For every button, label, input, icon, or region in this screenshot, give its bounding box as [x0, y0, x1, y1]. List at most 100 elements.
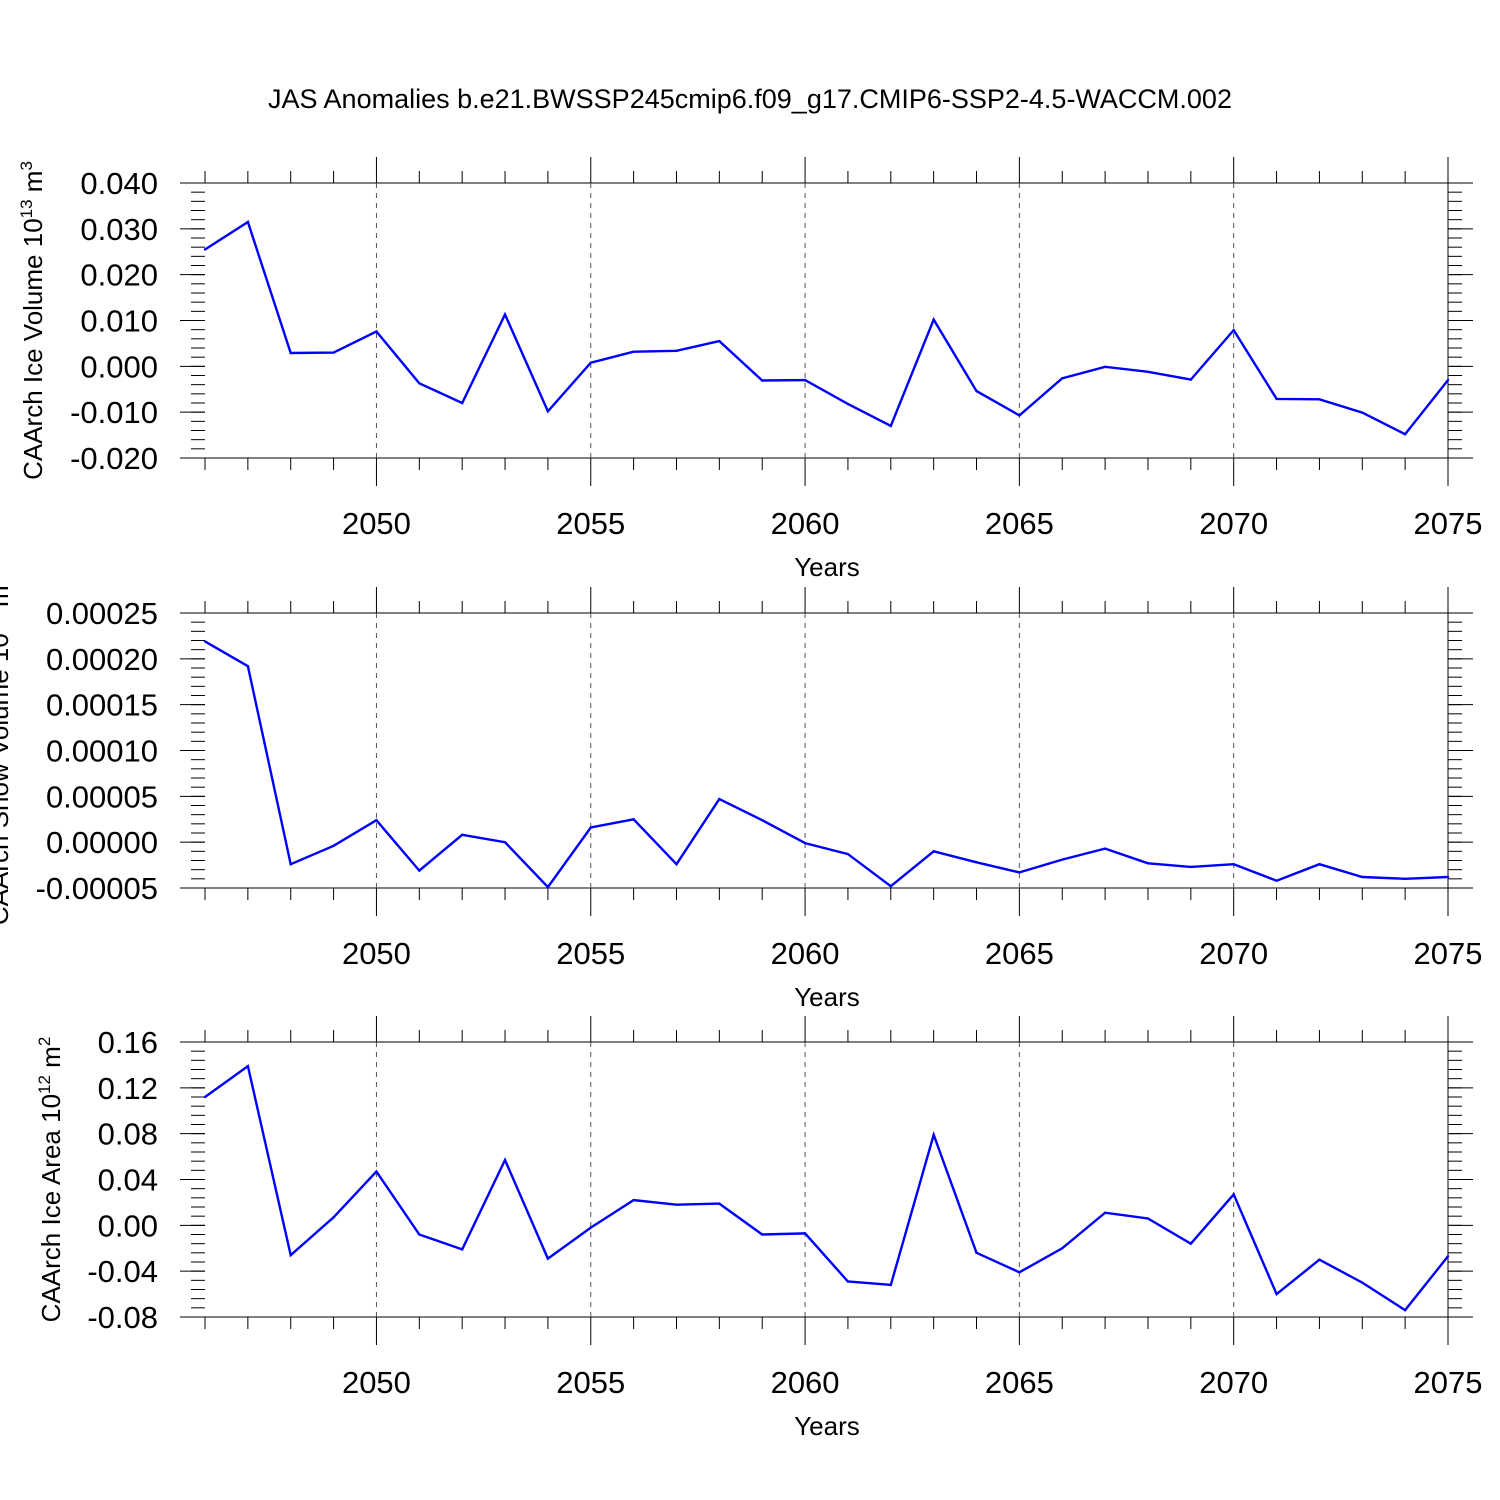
data-point	[1103, 365, 1107, 368]
data-point	[203, 640, 207, 643]
data-point	[546, 410, 550, 413]
x-tick-label: 2075	[1414, 506, 1483, 541]
y-tick-label: 0.030	[80, 212, 158, 247]
data-point	[975, 1251, 978, 1255]
x-axis-label: Years	[794, 1411, 860, 1441]
data-point	[503, 840, 507, 844]
data-point	[718, 339, 721, 343]
data-point	[932, 850, 935, 853]
data-point	[761, 379, 764, 382]
data-point	[761, 1233, 764, 1236]
data-point	[1318, 1258, 1321, 1261]
data-point	[1103, 1211, 1107, 1214]
x-tick-label: 2070	[1199, 1365, 1268, 1400]
data-point	[1403, 1308, 1407, 1312]
data-point	[503, 1158, 507, 1162]
x-tick-label: 2055	[556, 936, 625, 971]
data-point	[846, 402, 850, 406]
data-point	[1361, 875, 1364, 879]
x-tick-label: 2070	[1199, 506, 1268, 541]
chart-panel-3: -0.08 -0.04 0.00 0.04 0.08 0.12 0.16 2050 2055 20…	[35, 1016, 1482, 1441]
data-point	[632, 1198, 635, 1202]
x-tick-label: 2055	[556, 1365, 625, 1400]
data-point	[803, 378, 807, 382]
data-point	[889, 424, 892, 428]
y-tick-label: 0.00025	[46, 596, 158, 631]
data-point	[332, 351, 335, 354]
data-point	[803, 841, 807, 845]
x-axis-label: Years	[794, 552, 860, 582]
data-point	[1103, 847, 1107, 850]
data-point	[375, 818, 378, 822]
data-point	[289, 351, 292, 355]
y-tick-label: -0.00005	[36, 871, 158, 906]
data-point	[589, 361, 592, 364]
data-point	[803, 1232, 807, 1235]
data-point	[761, 818, 764, 822]
x-tick-label: 2050	[342, 936, 411, 971]
x-tick-label: 2075	[1414, 936, 1483, 971]
y-axis-label: CAArch Snow Volume 1013 m3	[0, 576, 14, 925]
data-point	[1189, 378, 1193, 381]
data-point	[1146, 1217, 1150, 1220]
data-point	[1446, 378, 1450, 382]
data-point	[1232, 1193, 1235, 1196]
data-point	[589, 1226, 592, 1229]
data-point	[718, 1202, 721, 1205]
y-tick-label: -0.010	[70, 395, 158, 430]
chart-panel-1: -0.020 -0.010 0.000 0.010 0.020 0.030 0.040 205…	[17, 157, 1482, 582]
chart-panel-2: -0.00005 0.00000 0.00005 0.00010 0.00015 0.00…	[0, 576, 1482, 1012]
data-point	[1189, 1242, 1193, 1245]
x-axis-label: Years	[794, 982, 860, 1012]
data-point	[246, 220, 250, 224]
y-tick-label: 0.16	[98, 1025, 158, 1060]
data-point	[203, 248, 207, 251]
data-point	[246, 664, 250, 668]
data-point	[1275, 1292, 1278, 1296]
data-point	[589, 826, 592, 829]
data-point	[332, 844, 335, 848]
y-tick-label: -0.04	[87, 1254, 158, 1289]
data-point	[203, 1095, 207, 1099]
data-point	[375, 1170, 378, 1173]
data-point	[375, 330, 378, 333]
y-axis-label: CAArch Ice Area 1012 m2	[35, 1037, 66, 1323]
x-tick-label: 2065	[985, 506, 1054, 541]
x-tick-label: 2065	[985, 1365, 1054, 1400]
data-point	[418, 1233, 421, 1236]
data-point	[675, 349, 678, 352]
data-point	[1018, 1271, 1021, 1274]
data-point	[1446, 875, 1450, 879]
data-point	[1403, 877, 1407, 881]
data-point	[932, 318, 935, 321]
y-tick-label: 0.040	[80, 166, 158, 201]
y-tick-label: 0.08	[98, 1117, 158, 1152]
data-point	[846, 852, 850, 856]
data-point	[460, 401, 464, 405]
y-tick-label: 0.00010	[46, 734, 158, 769]
data-point	[418, 382, 421, 385]
data-point	[889, 1283, 892, 1287]
data-point	[1318, 398, 1321, 401]
data-point	[289, 1253, 292, 1257]
x-tick-label: 2065	[985, 936, 1054, 971]
data-point	[332, 1216, 335, 1219]
data-point	[975, 389, 978, 393]
x-tick-label: 2060	[771, 1365, 840, 1400]
x-tick-label: 2055	[556, 506, 625, 541]
data-point	[289, 862, 292, 866]
data-point	[460, 833, 464, 837]
y-tick-label: 0.020	[80, 258, 158, 293]
data-point	[1232, 328, 1235, 332]
x-tick-label: 2060	[771, 936, 840, 971]
data-point	[1446, 1255, 1450, 1258]
data-point	[1275, 397, 1278, 401]
y-tick-label: 0.00005	[46, 779, 158, 814]
y-tick-label: -0.08	[87, 1300, 158, 1335]
data-point	[1232, 862, 1235, 866]
data-point	[846, 1280, 850, 1283]
data-point	[1018, 414, 1021, 417]
data-point	[1318, 862, 1321, 866]
